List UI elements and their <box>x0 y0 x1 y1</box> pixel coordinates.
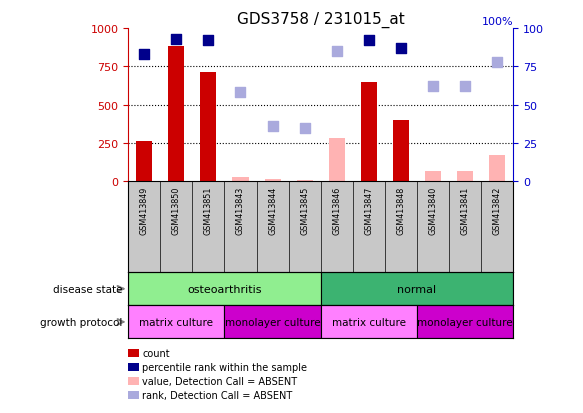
Text: GSM413843: GSM413843 <box>236 186 245 235</box>
Bar <box>233 177 248 182</box>
Text: GSM413851: GSM413851 <box>204 186 213 235</box>
Point <box>364 38 373 45</box>
Bar <box>321 306 417 339</box>
Text: GSM413844: GSM413844 <box>268 186 277 235</box>
Point <box>236 90 245 96</box>
Point <box>268 123 278 130</box>
Bar <box>417 306 513 339</box>
Bar <box>457 172 473 182</box>
Text: GSM413850: GSM413850 <box>172 186 181 235</box>
Text: percentile rank within the sample: percentile rank within the sample <box>142 362 307 372</box>
Bar <box>224 306 321 339</box>
Text: disease state: disease state <box>53 284 122 294</box>
Point <box>428 84 437 90</box>
Point <box>204 38 213 45</box>
Point <box>300 125 309 131</box>
Text: 100%: 100% <box>482 17 513 26</box>
Point <box>461 84 470 90</box>
Point <box>396 45 406 52</box>
Text: matrix culture: matrix culture <box>139 317 213 327</box>
Text: GSM413849: GSM413849 <box>140 186 149 235</box>
Bar <box>321 273 513 306</box>
Text: value, Detection Call = ABSENT: value, Detection Call = ABSENT <box>142 376 297 386</box>
Text: GSM413845: GSM413845 <box>300 186 309 235</box>
Text: growth protocol: growth protocol <box>40 317 122 327</box>
Bar <box>128 273 321 306</box>
Text: count: count <box>142 348 170 358</box>
Bar <box>489 156 505 182</box>
Bar <box>361 82 377 182</box>
Text: monolayer culture: monolayer culture <box>417 317 513 327</box>
Point <box>492 59 501 66</box>
Bar <box>425 172 441 182</box>
Text: osteoarthritis: osteoarthritis <box>187 284 262 294</box>
Point <box>139 52 149 58</box>
Bar <box>128 306 224 339</box>
Bar <box>136 142 152 182</box>
Text: GSM413841: GSM413841 <box>461 186 469 235</box>
Point <box>332 48 342 55</box>
Bar <box>201 73 216 182</box>
Text: GSM413842: GSM413842 <box>493 186 501 235</box>
Text: GSM413847: GSM413847 <box>364 186 373 235</box>
Text: GSM413840: GSM413840 <box>429 186 437 235</box>
Bar <box>265 179 280 182</box>
Text: GSM413848: GSM413848 <box>396 186 405 235</box>
Bar <box>168 47 184 182</box>
Text: monolayer culture: monolayer culture <box>224 317 321 327</box>
Title: GDS3758 / 231015_at: GDS3758 / 231015_at <box>237 12 405 28</box>
Text: matrix culture: matrix culture <box>332 317 406 327</box>
Bar <box>329 139 345 182</box>
Text: normal: normal <box>397 284 437 294</box>
Bar <box>297 180 312 182</box>
Text: rank, Detection Call = ABSENT: rank, Detection Call = ABSENT <box>142 390 293 400</box>
Point <box>171 36 181 43</box>
Text: GSM413846: GSM413846 <box>332 186 341 235</box>
Bar <box>393 121 409 182</box>
